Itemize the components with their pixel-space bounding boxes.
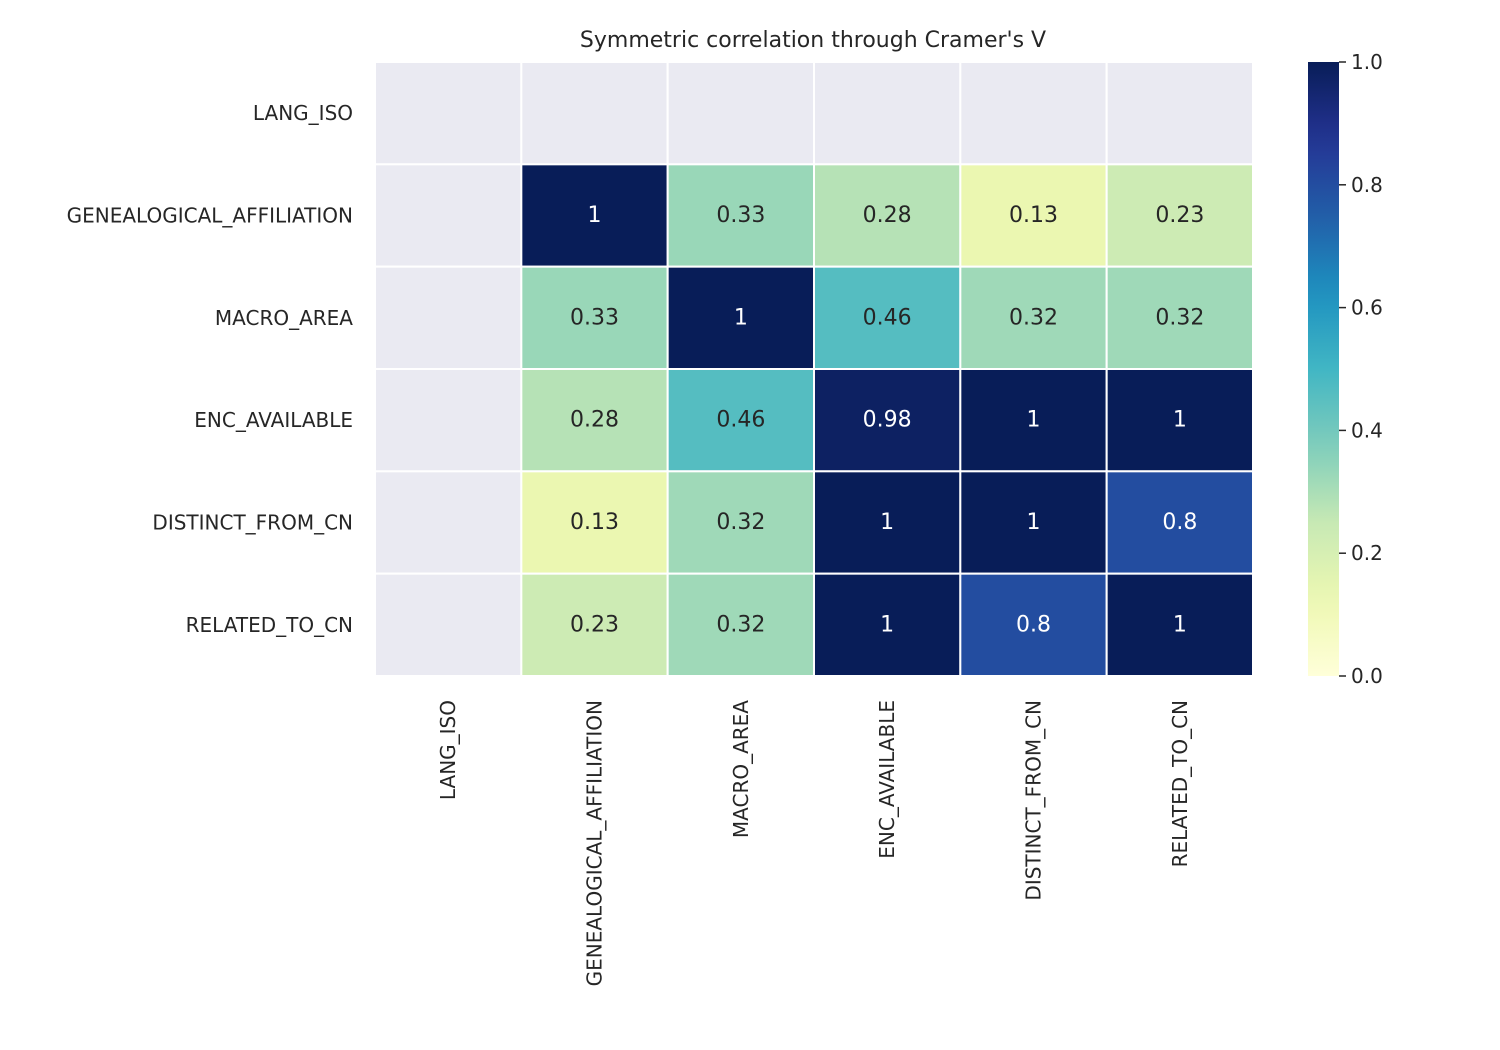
- heatmap-cell: [374, 572, 523, 678]
- row-label-genealogical-affiliation: GENEALOGICAL_AFFILIATION: [67, 204, 353, 228]
- cell-value-label: 0.13: [570, 510, 619, 535]
- row-label-related-to-cn: RELATED_TO_CN: [186, 613, 353, 637]
- colorbar: 0.0 0.2 0.4 0.6 0.8 1.0: [1308, 50, 1383, 688]
- heatmap-cell: [813, 470, 962, 575]
- cell-value-label: 1: [1173, 408, 1187, 433]
- cell-value-label: 0.28: [570, 408, 619, 433]
- heatmap-cell: [666, 61, 816, 166]
- cell-value-label: 0.33: [716, 203, 765, 228]
- cell-value-label: 0.32: [1009, 305, 1058, 330]
- cell-value-label: 0.32: [716, 510, 765, 535]
- heatmap-cell: [374, 265, 523, 370]
- row-label-enc-available: ENC_AVAILABLE: [194, 408, 353, 432]
- heatmap-cell: [374, 470, 523, 575]
- heatmap-cell: [813, 61, 962, 166]
- cell-value-label: 0.33: [570, 305, 619, 330]
- cell-value-label: 0.28: [863, 203, 912, 228]
- heatmap-cell: [1105, 61, 1254, 166]
- heatmap-cell: [520, 265, 669, 370]
- colorbar-tick-label: 0.2: [1351, 541, 1383, 565]
- heatmap-cell: [666, 163, 816, 268]
- cell-value-label: 0.98: [863, 408, 912, 433]
- cell-value-label: 0.46: [716, 408, 765, 433]
- heatmap-cell: [374, 61, 523, 166]
- column-label-macro-area: MACRO_AREA: [729, 700, 753, 838]
- heatmap-cell: [520, 572, 669, 678]
- column-label-enc-available: ENC_AVAILABLE: [875, 700, 899, 859]
- cell-value-label: 1: [1173, 612, 1187, 637]
- row-label-macro-area: MACRO_AREA: [215, 306, 353, 330]
- heatmap-cell: [813, 265, 962, 370]
- cell-value-label: 0.23: [570, 612, 619, 637]
- cell-value-label: 1: [880, 612, 894, 637]
- heatmap-cell: [1105, 470, 1254, 575]
- heatmap-cell: [666, 470, 816, 575]
- colorbar-tick-label: 0.6: [1351, 296, 1383, 320]
- heatmap-cell: [959, 368, 1108, 473]
- cell-value-label: 1: [880, 510, 894, 535]
- heatmap-grid: 1 0.33 0.28 0.13 0.23 0.33 1 0.46 0.32 0.32 0.28 0.…: [374, 61, 1254, 678]
- colorbar-tick-label: 0.4: [1351, 418, 1383, 442]
- heatmap-cell: [374, 368, 523, 473]
- row-label-distinct-from-cn: DISTINCT_FROM_CN: [152, 511, 353, 535]
- column-label-distinct-from-cn: DISTINCT_FROM_CN: [1022, 700, 1046, 901]
- heatmap-cell: [959, 470, 1108, 575]
- heatmap-cell: [813, 163, 962, 268]
- colorbar-gradient: [1308, 62, 1339, 676]
- cell-value-label: 0.32: [716, 612, 765, 637]
- cell-value-label: 0.23: [1155, 203, 1204, 228]
- cell-value-label: 1: [734, 305, 748, 330]
- column-label-genealogical-affiliation: GENEALOGICAL_AFFILIATION: [583, 700, 607, 986]
- cell-value-label: 1: [588, 203, 602, 228]
- cell-value-label: 1: [1027, 510, 1041, 535]
- chart-title: Symmetric correlation through Cramer's V: [580, 28, 1046, 53]
- column-labels: LANG_ISO GENEALOGICAL_AFFILIATION MACRO_AR…: [436, 700, 1192, 987]
- heatmap-cell: [374, 163, 523, 268]
- heatmap-cell: [1105, 572, 1254, 678]
- heatmap-cell: [666, 368, 816, 473]
- heatmap-cell: [666, 572, 816, 678]
- heatmap-cell: [1105, 265, 1254, 370]
- heatmap-cell: [520, 470, 669, 575]
- cell-value-label: 1: [1027, 408, 1041, 433]
- column-label-related-to-cn: RELATED_TO_CN: [1168, 700, 1192, 867]
- row-labels: LANG_ISO GENEALOGICAL_AFFILIATION MACRO_AR…: [67, 101, 354, 637]
- heatmap-cell: [959, 61, 1108, 166]
- cell-value-label: 0.13: [1009, 203, 1058, 228]
- colorbar-tick-label: 1.0: [1351, 50, 1383, 74]
- column-label-lang-iso: LANG_ISO: [436, 700, 460, 800]
- cell-value-label: 0.8: [1016, 612, 1051, 637]
- heatmap-cell: [813, 572, 962, 678]
- row-label-lang-iso: LANG_ISO: [253, 101, 353, 125]
- heatmap-cell: [520, 163, 669, 268]
- colorbar-tick-label: 0.0: [1351, 664, 1383, 688]
- cell-value-label: 0.46: [863, 305, 912, 330]
- heatmap-cell: [520, 61, 669, 166]
- colorbar-tick-label: 0.8: [1351, 173, 1383, 197]
- cell-value-label: 0.32: [1155, 305, 1204, 330]
- cell-value-label: 0.8: [1162, 510, 1197, 535]
